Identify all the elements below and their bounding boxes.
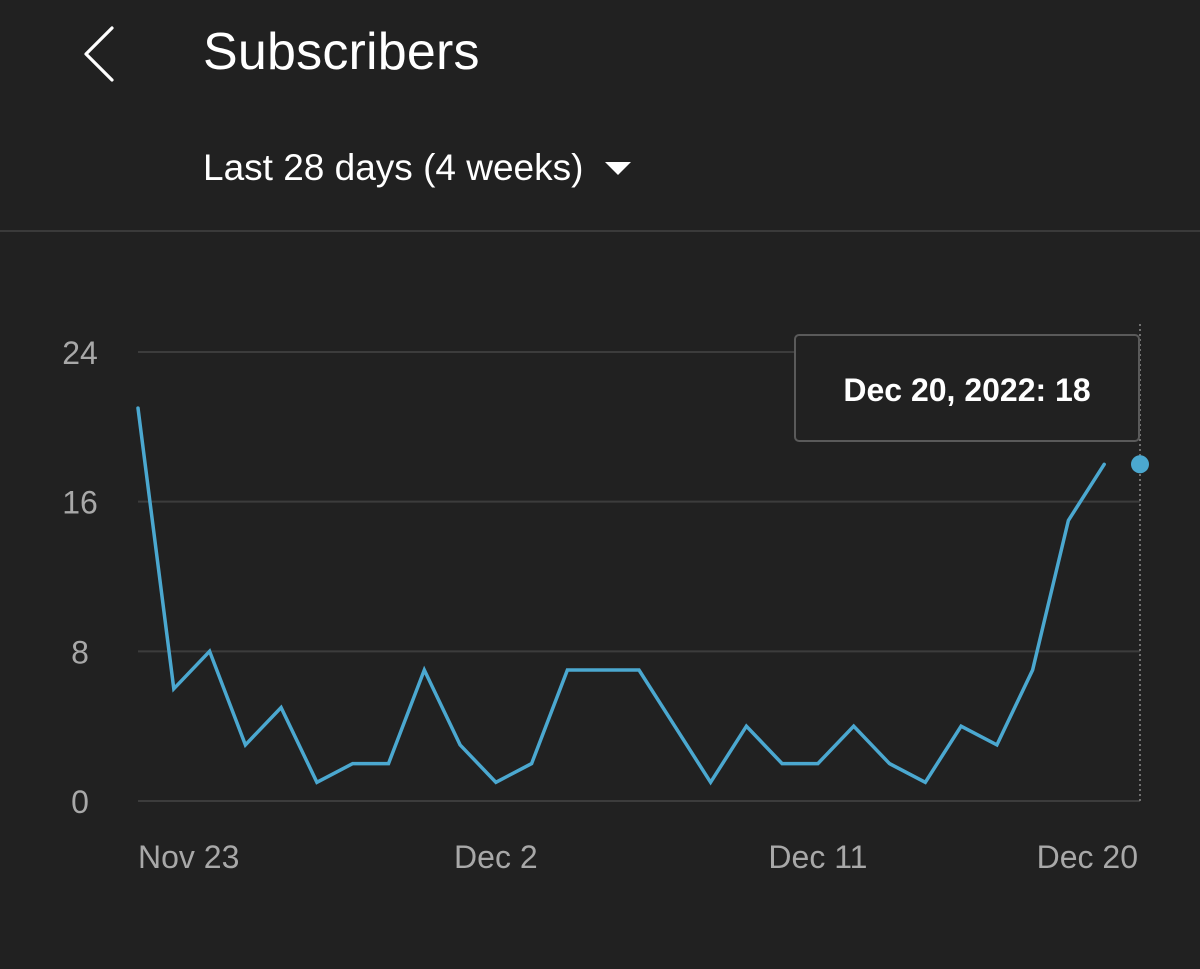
highlight-point: [1131, 455, 1149, 474]
tooltip-text: Dec 20, 2022: 18: [843, 372, 1090, 408]
series-line: [136, 406, 1106, 786]
y-tick-label: 0: [71, 784, 89, 820]
chevron-left-icon: [84, 26, 114, 82]
chart-svg: 0 8 16 24 Nov 23 Dec 2 Dec 11 Dec 20 Dec 20, 202…: [62, 324, 1149, 875]
header: Subscribers Last 28 days (4 weeks): [0, 0, 1200, 232]
y-tick-label: 24: [62, 335, 98, 371]
back-button[interactable]: [70, 18, 140, 88]
subscribers-chart[interactable]: 0 8 16 24 Nov 23 Dec 2 Dec 11 Dec 20 Dec 20, 202…: [0, 232, 1200, 969]
date-range-dropdown[interactable]: Last 28 days (4 weeks): [203, 144, 632, 192]
x-tick-label: Dec 11: [768, 839, 867, 875]
x-tick-label: Nov 23: [138, 839, 239, 875]
x-tick-label: Dec 20: [1037, 839, 1138, 875]
y-tick-label: 16: [62, 485, 98, 521]
page-title: Subscribers: [203, 23, 480, 81]
date-range-label: Last 28 days (4 weeks): [203, 147, 584, 188]
tooltip-box: [794, 334, 1140, 442]
x-tick-label: Dec 2: [454, 839, 538, 875]
caret-down-icon: [605, 161, 632, 175]
y-tick-label: 8: [71, 634, 89, 670]
